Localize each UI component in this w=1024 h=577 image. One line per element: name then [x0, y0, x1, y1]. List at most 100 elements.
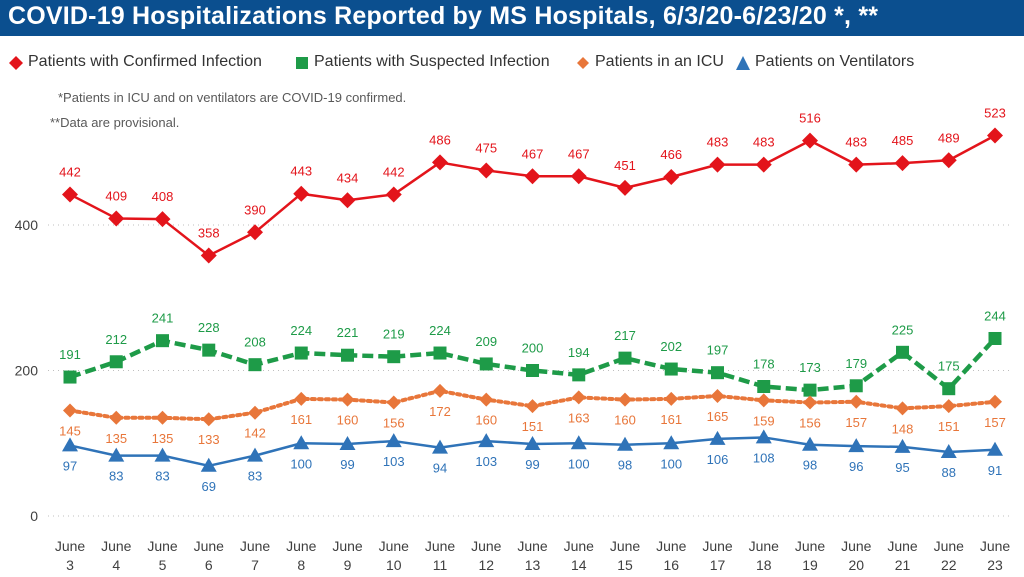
point-series-1 [803, 383, 817, 397]
data-label-series-3: 99 [525, 457, 539, 472]
point-series-0 [709, 156, 726, 173]
point-series-2 [988, 394, 1002, 409]
data-label-series-2: 135 [105, 431, 127, 446]
x-axis: June 3 June 4 June 5 June 6 June 7 June 8 June 9 June 1… [55, 538, 1011, 573]
data-labels: 442 409 408 358 390 443 434 442 486 475 467 467 451 4… [59, 106, 1006, 494]
x-tick-month: June [980, 538, 1011, 554]
data-label-series-2: 135 [152, 431, 174, 446]
data-label-series-2: 165 [707, 409, 729, 424]
point-series-1 [572, 368, 586, 382]
x-tick-month: June [702, 538, 733, 554]
point-series-1 [896, 345, 909, 359]
point-series-1 [156, 334, 169, 348]
title-bar: COVID-19 Hospitalizations Reported by MS… [0, 0, 1024, 36]
data-label-series-0: 408 [152, 189, 174, 204]
data-label-series-2: 151 [938, 419, 960, 434]
x-tick-month: June [194, 538, 225, 554]
data-label-series-2: 163 [568, 410, 590, 425]
x-tick-day: 11 [433, 557, 448, 573]
point-series-1 [618, 351, 632, 365]
point-series-1 [849, 379, 863, 393]
x-tick-month: June [55, 538, 86, 554]
orange-diamond-icon [577, 57, 589, 69]
chart-title: COVID-19 Hospitalizations Reported by MS… [8, 2, 879, 30]
data-label-series-0: 409 [105, 188, 127, 203]
x-tick-month: June [564, 538, 595, 554]
data-label-series-2: 161 [290, 412, 312, 427]
point-series-2 [433, 383, 447, 398]
blue-triangle-icon [736, 56, 750, 70]
data-label-series-0: 516 [799, 111, 821, 126]
point-series-0 [802, 132, 818, 149]
point-series-2 [664, 391, 679, 406]
x-tick-month: June [841, 538, 872, 554]
data-label-series-1: 221 [337, 325, 359, 340]
x-tick-month: June [934, 538, 965, 554]
data-label-series-1: 200 [522, 341, 544, 356]
point-series-0 [940, 152, 957, 169]
data-label-series-3: 96 [849, 459, 863, 474]
x-tick-day: 9 [344, 557, 352, 573]
data-label-series-0: 358 [198, 226, 220, 241]
x-tick-day: 12 [478, 557, 494, 573]
data-label-series-3: 97 [63, 458, 77, 473]
data-label-series-2: 156 [383, 416, 405, 431]
data-label-series-0: 489 [938, 130, 960, 145]
data-label-series-2: 145 [59, 424, 81, 439]
data-label-series-3: 91 [988, 463, 1002, 478]
data-label-series-3: 108 [753, 450, 775, 465]
x-tick-day: 21 [895, 557, 911, 573]
data-label-series-3: 83 [109, 469, 123, 484]
data-label-series-2: 148 [892, 421, 914, 436]
data-label-series-0: 443 [290, 164, 312, 179]
point-series-1 [526, 364, 539, 377]
data-label-series-1: 191 [59, 347, 81, 362]
data-label-series-1: 212 [105, 332, 127, 347]
point-series-3 [524, 435, 541, 450]
series-markers [62, 127, 1003, 472]
point-series-3 [617, 436, 633, 451]
data-label-series-0: 523 [984, 106, 1006, 121]
point-series-1 [387, 350, 401, 364]
data-label-series-3: 106 [707, 452, 729, 467]
data-label-series-2: 160 [475, 413, 497, 428]
red-diamond-icon [9, 56, 23, 70]
point-series-0 [755, 156, 772, 173]
data-label-series-2: 133 [198, 432, 220, 447]
point-series-2 [340, 392, 355, 407]
point-series-2 [479, 392, 494, 407]
point-series-0 [154, 211, 171, 228]
point-series-3 [432, 439, 448, 454]
data-label-series-3: 98 [803, 458, 817, 473]
legend-label-suspected: Patients with Suspected Infection [314, 53, 550, 70]
point-series-0 [570, 168, 587, 185]
point-series-1 [664, 362, 678, 376]
point-series-2 [803, 395, 817, 410]
data-label-series-3: 103 [475, 454, 497, 469]
data-label-series-1: 175 [938, 359, 960, 374]
x-tick-day: 20 [848, 557, 864, 573]
data-label-series-3: 88 [942, 465, 956, 480]
data-label-series-0: 390 [244, 202, 266, 217]
point-series-3 [802, 436, 818, 451]
x-tick-day: 5 [159, 557, 167, 573]
x-tick-month: June [379, 538, 410, 554]
x-tick-day: 6 [205, 557, 213, 573]
point-series-3 [987, 441, 1003, 456]
point-series-0 [200, 247, 217, 264]
data-label-series-1: 173 [799, 360, 821, 375]
point-series-0 [339, 192, 356, 209]
x-tick-month: June [425, 538, 456, 554]
point-series-2 [618, 392, 632, 407]
x-tick-day: 15 [617, 557, 633, 573]
x-tick-month: June [471, 538, 502, 554]
point-series-3 [755, 429, 772, 444]
point-series-1 [479, 357, 493, 371]
data-label-series-0: 475 [475, 140, 497, 155]
legend-label-icu: Patients in an ICU [595, 53, 724, 70]
x-tick-day: 22 [941, 557, 957, 573]
legend-label-ventilators: Patients on Ventilators [755, 53, 915, 70]
x-tick-month: June [656, 538, 687, 554]
series-line-1 [69, 336, 997, 393]
x-tick-day: 13 [525, 557, 541, 573]
